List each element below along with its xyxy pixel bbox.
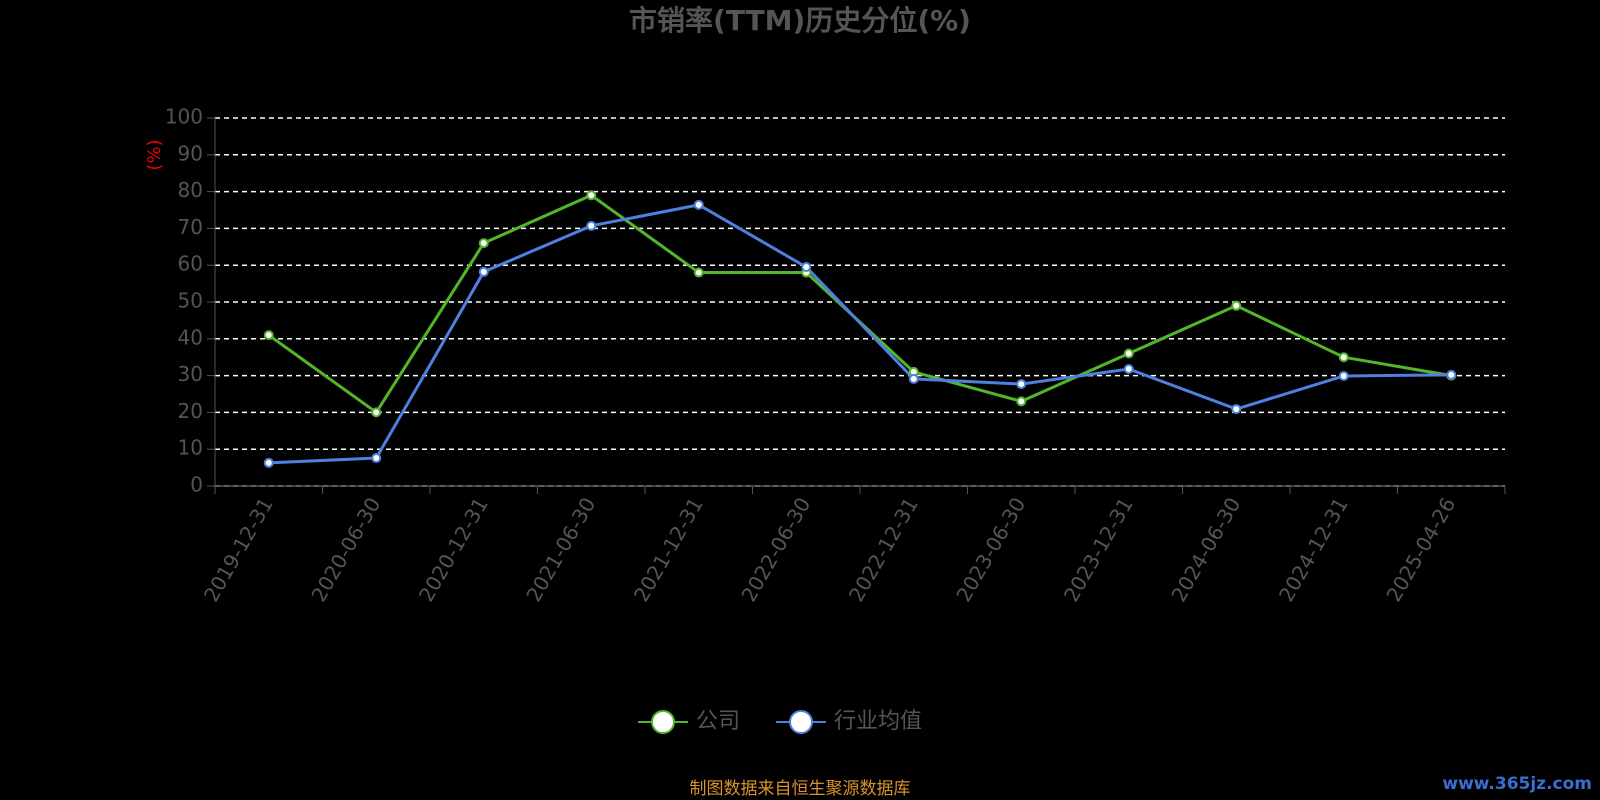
data-point [263,457,274,468]
y-tick-label: 30 [178,362,203,386]
data-point [693,199,704,210]
data-point [801,262,812,273]
data-point [1231,300,1242,311]
data-point [586,190,597,201]
legend-marker [651,710,675,734]
data-point [1016,396,1027,407]
y-tick-label: 50 [178,289,203,313]
y-tick-label: 0 [190,473,203,497]
y-tick-label: 40 [178,325,203,349]
legend-label: 行业均值 [834,709,922,734]
legend-item: 行业均值 [776,709,922,734]
data-point [908,373,919,384]
data-point [1338,370,1349,381]
y-tick-label: 60 [178,252,203,276]
data-point [1338,352,1349,363]
data-point [1231,404,1242,415]
y-tick-label: 10 [178,436,203,460]
data-point [1446,369,1457,380]
y-tick-label: 20 [178,399,203,423]
data-point [478,266,489,277]
data-point [1123,363,1134,374]
data-point [371,453,382,464]
y-tick-label: 100 [165,105,203,129]
legend-label: 公司 [696,709,740,734]
data-point [586,220,597,231]
y-tick-label: 70 [178,215,203,239]
data-point [263,330,274,341]
legend-item: 公司 [638,709,740,734]
y-tick-label: 90 [178,141,203,165]
data-point [371,407,382,418]
data-point [1123,348,1134,359]
data-point [693,267,704,278]
watermark: www.365jz.com [1442,774,1592,794]
y-tick-label: 80 [178,178,203,202]
source-note: 制图数据来自恒生聚源数据库 [690,779,911,799]
series-line [268,203,1452,465]
data-point [1016,379,1027,390]
chart-title: 市销率(TTM)历史分位(%) [629,4,971,37]
data-point [478,238,489,249]
legend-marker [789,710,813,734]
y-axis-label: (%) [144,139,165,170]
